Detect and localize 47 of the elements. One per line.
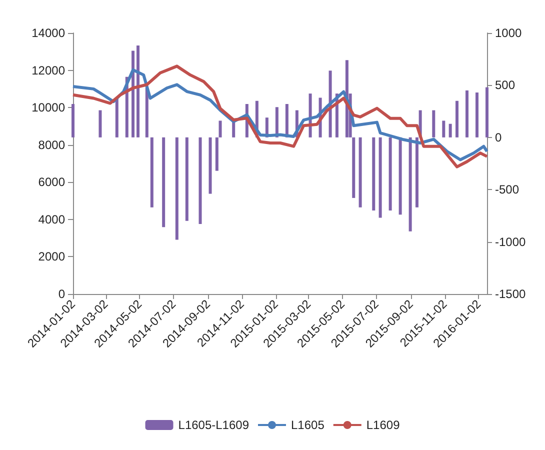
bar bbox=[415, 137, 418, 208]
bar bbox=[175, 137, 178, 240]
y-tick-label: 6000 bbox=[38, 175, 66, 190]
y2-tick-label: -1000 bbox=[495, 234, 526, 249]
bar bbox=[132, 50, 135, 138]
bar bbox=[285, 104, 288, 138]
bar bbox=[358, 137, 362, 208]
y-tick-label: 10000 bbox=[32, 100, 66, 115]
bar bbox=[465, 90, 468, 138]
bar bbox=[455, 100, 458, 138]
bar bbox=[432, 110, 436, 138]
y-tick-label: 14000 bbox=[32, 26, 66, 40]
bar bbox=[408, 137, 412, 232]
bar bbox=[486, 87, 488, 138]
bar bbox=[150, 137, 154, 208]
y2-tick-label: 1000 bbox=[495, 26, 522, 40]
y-tick-label: 12000 bbox=[32, 63, 66, 78]
bar bbox=[475, 92, 478, 138]
legend-label: L1605 bbox=[291, 418, 325, 432]
bar bbox=[218, 120, 222, 138]
bar bbox=[215, 137, 218, 171]
bar bbox=[398, 137, 402, 215]
y2-tick-label: -500 bbox=[495, 182, 520, 197]
y2-tick-label: 0 bbox=[495, 130, 502, 144]
bar bbox=[72, 104, 74, 138]
y2-tick-label: 500 bbox=[495, 78, 516, 92]
bar bbox=[115, 98, 118, 138]
bar bbox=[185, 137, 188, 221]
bar bbox=[208, 137, 212, 194]
legend-label: L1605-L1609 bbox=[178, 418, 250, 432]
bar bbox=[136, 46, 140, 138]
bar bbox=[378, 137, 382, 218]
y2-tick-label: -1500 bbox=[495, 287, 526, 301]
bar bbox=[198, 137, 202, 224]
y-tick-label: 2000 bbox=[38, 250, 66, 264]
bar bbox=[162, 137, 166, 228]
bar bbox=[388, 137, 392, 210]
y-tick-label: 8000 bbox=[38, 138, 66, 152]
y-tick-label: 0 bbox=[58, 287, 66, 301]
bar bbox=[448, 124, 452, 138]
bar bbox=[442, 120, 446, 138]
bar bbox=[275, 107, 278, 138]
bar bbox=[352, 137, 356, 198]
bar bbox=[372, 137, 376, 210]
legend-label: L1609 bbox=[366, 418, 400, 432]
bar bbox=[98, 110, 102, 138]
y-tick-label: 4000 bbox=[38, 212, 66, 226]
